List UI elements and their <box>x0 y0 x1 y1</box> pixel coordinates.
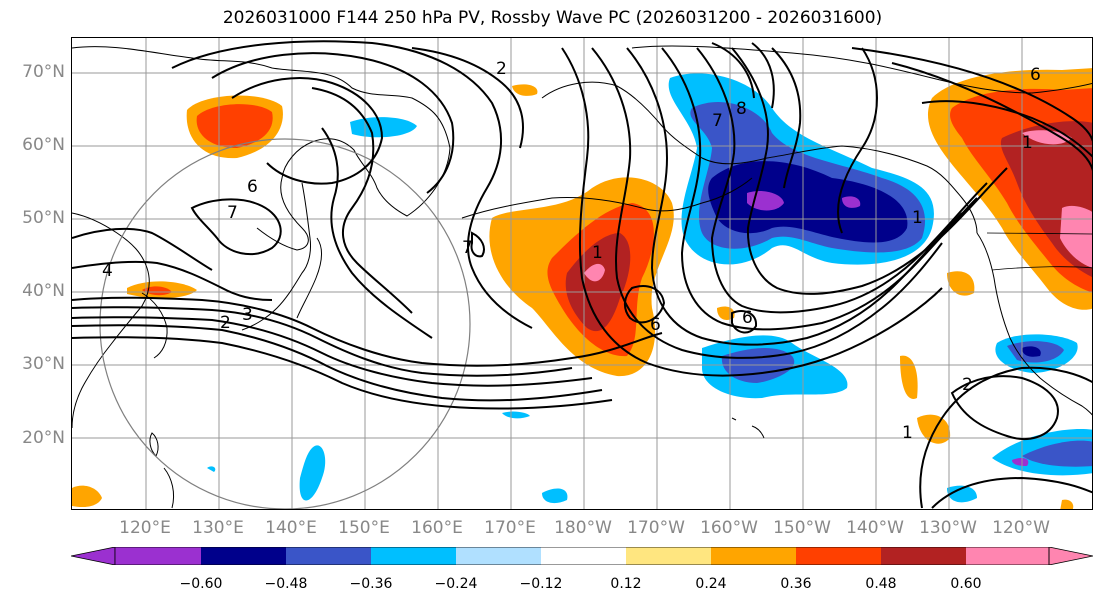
colorbar-bin <box>115 547 201 565</box>
colorbar-tick: −0.24 <box>434 576 478 592</box>
contour-label: 3 <box>242 305 253 325</box>
colorbar-bin <box>796 547 881 565</box>
lon-label-140e: 140°E <box>265 518 317 538</box>
colorbar <box>71 547 1093 565</box>
contour-label: 2 <box>496 59 507 79</box>
contour-label: 7 <box>227 203 238 223</box>
colorbar-tick: −0.36 <box>349 576 393 592</box>
anomaly-patch <box>947 271 975 296</box>
contour-label: 2 <box>220 313 231 333</box>
contour-label: 8 <box>736 99 747 119</box>
colorbar-bin <box>456 547 541 565</box>
anomaly-negative-subtropical <box>702 335 848 399</box>
anomaly-positive-north-america <box>928 68 1092 310</box>
contour-label: 4 <box>102 261 113 281</box>
colorbar-tick: 0.24 <box>695 576 727 592</box>
anomaly-positive-siberia <box>186 95 283 159</box>
lat-label-30n: 30°N <box>22 354 65 374</box>
anomaly-patch <box>142 286 172 296</box>
colorbar-tick: −0.48 <box>264 576 308 592</box>
contour-label: 1 <box>592 243 603 263</box>
lon-label-130w: 130°W <box>919 518 977 538</box>
colorbar-extend-high <box>1048 547 1093 565</box>
colorbar-tick: 0.48 <box>865 576 897 592</box>
lon-label-150e: 150°E <box>338 518 390 538</box>
contour-label: 6 <box>650 315 661 335</box>
contour-label: 2 <box>962 375 973 395</box>
colorbar-bin <box>541 547 626 565</box>
colorbar-bin <box>201 547 286 565</box>
colorbar-bin <box>371 547 456 565</box>
lon-label-120w: 120°W <box>992 518 1050 538</box>
contour-labels: 2 7 8 7 6 7 4 3 2 1 6 6 1 2 1 6 1 <box>102 59 1041 443</box>
colorbar-bin <box>966 547 1049 565</box>
contour-label: 7 <box>462 238 473 258</box>
lon-label-180w: 180°W <box>554 518 612 538</box>
colorbar-bin <box>881 547 966 565</box>
anomaly-patch <box>72 485 102 508</box>
coastlines <box>72 45 1092 509</box>
great-circle <box>99 138 471 509</box>
anomaly-patch <box>917 414 951 444</box>
lon-label-170e: 170°E <box>484 518 536 538</box>
lat-label-40n: 40°N <box>22 281 65 301</box>
lat-label-60n: 60°N <box>22 135 65 155</box>
anomaly-negative-southeast <box>992 428 1092 476</box>
colorbar-tick: 0.60 <box>950 576 982 592</box>
pv-contours <box>72 40 1092 509</box>
colorbar-extend-low <box>71 547 116 565</box>
colorbar-tick: 0.12 <box>610 576 642 592</box>
anomaly-patch <box>502 411 530 419</box>
anomaly-patch <box>207 466 216 472</box>
colorbar-bin <box>626 547 711 565</box>
lon-label-140w: 140°W <box>846 518 904 538</box>
anomaly-patch <box>542 488 568 504</box>
anomaly-patch <box>1060 499 1074 509</box>
anomaly-patch <box>512 84 538 96</box>
anomaly-patch <box>299 445 326 501</box>
map-title: 2026031000 F144 250 hPa PV, Rossby Wave … <box>222 8 883 28</box>
map-canvas: 2 7 8 7 6 7 4 3 2 1 6 6 1 2 1 6 1 <box>72 38 1092 509</box>
colorbar-bin <box>711 547 796 565</box>
map-panel: 2 7 8 7 6 7 4 3 2 1 6 6 1 2 1 6 1 <box>71 37 1093 510</box>
contour-label: 1 <box>1022 133 1033 153</box>
colorbar-tick: −0.60 <box>179 576 223 592</box>
anomaly-negative-kamchatka <box>350 117 417 138</box>
lon-label-170w: 170°W <box>627 518 685 538</box>
contour-label: 1 <box>902 423 913 443</box>
lon-label-150w: 150°W <box>773 518 831 538</box>
contour-label: 7 <box>712 111 723 131</box>
anomaly-negative-eastern-pacific <box>995 334 1078 373</box>
contour-label: 1 <box>912 208 923 228</box>
lat-label-70n: 70°N <box>22 62 65 82</box>
anomaly-negative-gulf-alaska <box>668 73 934 265</box>
lat-label-20n: 20°N <box>22 428 65 448</box>
lon-label-160e: 160°E <box>411 518 463 538</box>
lat-label-50n: 50°N <box>22 208 65 228</box>
lon-label-160w: 160°W <box>700 518 758 538</box>
colorbar-tick: 0.36 <box>780 576 812 592</box>
contour-label: 6 <box>1030 65 1041 85</box>
anomaly-patch <box>900 355 918 399</box>
contour-label: 6 <box>247 177 258 197</box>
lon-label-130e: 130°E <box>192 518 244 538</box>
colorbar-bin <box>286 547 371 565</box>
colorbar-tick: −0.12 <box>519 576 563 592</box>
contour-label: 6 <box>742 308 753 328</box>
lon-label-120e: 120°E <box>119 518 171 538</box>
anomaly-patch <box>947 485 977 503</box>
